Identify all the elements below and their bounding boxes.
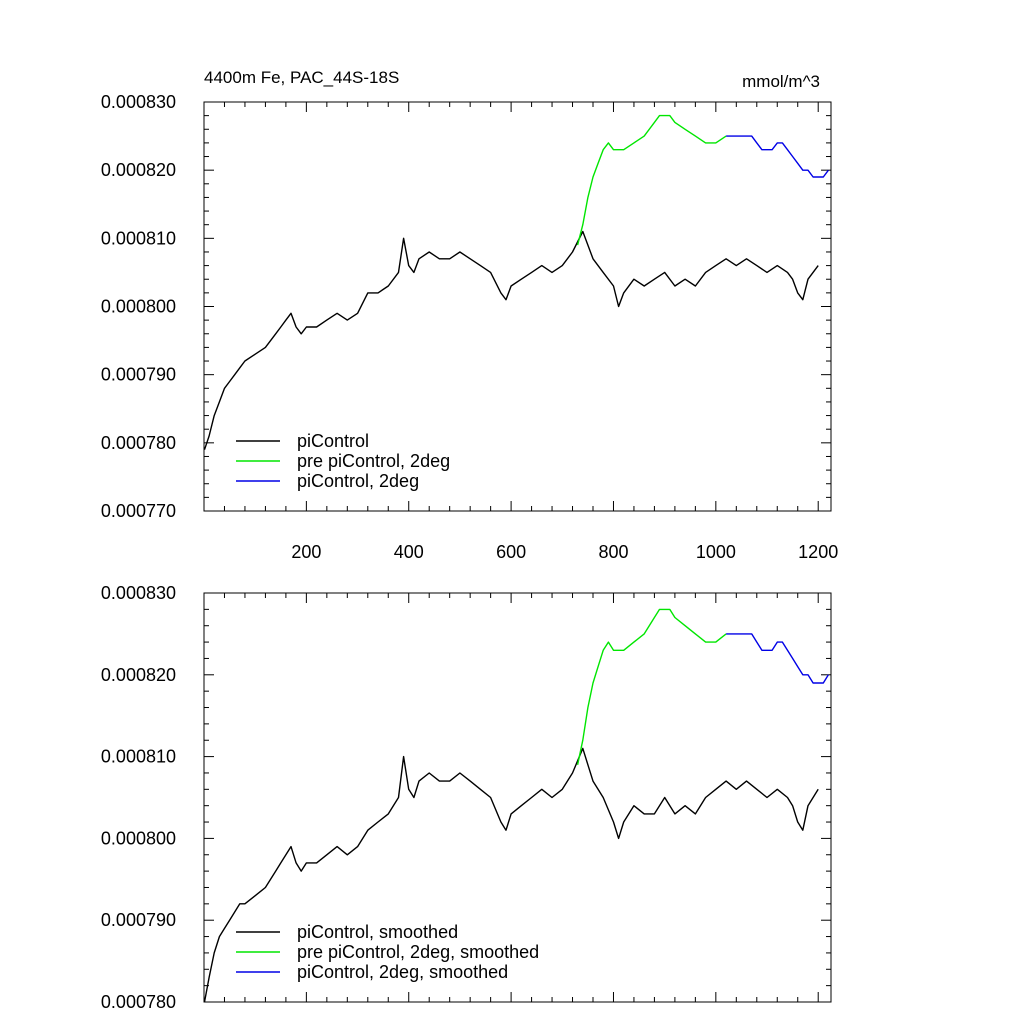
y-tick-label: 0.000800 <box>101 297 176 317</box>
top-panel-title: 4400m Fe, PAC_44S-18S <box>204 68 399 87</box>
y-tick-label: 0.000770 <box>101 501 176 521</box>
y-tick-label: 0.000830 <box>101 583 176 603</box>
x-tick-label: 400 <box>394 542 424 562</box>
bottom-panel-frame <box>203 592 832 1003</box>
series-line-2 <box>726 135 829 178</box>
legend-label: pre piControl, 2deg <box>297 451 450 471</box>
legend-label: pre piControl, 2deg, smoothed <box>297 942 539 962</box>
legend-label: piControl <box>297 431 369 451</box>
series-line-1 <box>576 114 727 246</box>
x-tick-label: 600 <box>496 542 526 562</box>
top-panel-frame <box>203 101 832 512</box>
top-panel-units: mmol/m^3 <box>742 72 820 91</box>
y-tick-label: 0.000780 <box>101 992 176 1012</box>
y-tick-label: 0.000800 <box>101 828 176 848</box>
top-panel-series <box>203 114 829 450</box>
x-tick-label: 200 <box>291 542 321 562</box>
bottom-panel: 0.000780 0.000790 0.000800 0.000810 0.000820… <box>101 583 832 1012</box>
legend-label: piControl, 2deg <box>297 471 419 491</box>
legend-label: piControl, smoothed <box>297 922 458 942</box>
series-line-0 <box>203 747 819 1003</box>
y-tick-label: 0.000780 <box>101 433 176 453</box>
top-panel-ticks: 0.000770 0.000780 0.000790 0.000800 0.000810… <box>101 92 838 562</box>
legend-label: piControl, 2deg, smoothed <box>297 962 508 982</box>
bottom-panel-series <box>203 608 829 1003</box>
x-tick-label: 1000 <box>696 542 736 562</box>
y-tick-label: 0.000830 <box>101 92 176 112</box>
x-tick-label: 800 <box>598 542 628 562</box>
y-tick-label: 0.000810 <box>101 747 176 767</box>
y-tick-label: 0.000820 <box>101 665 176 685</box>
y-tick-label: 0.000790 <box>101 910 176 930</box>
top-panel: 4400m Fe, PAC_44S-18S mmol/m^3 0.0007700… <box>101 68 838 562</box>
y-tick-label: 0.000810 <box>101 228 176 248</box>
x-tick-label: 1200 <box>798 542 838 562</box>
series-line-0 <box>203 230 819 450</box>
y-tick-label: 0.000790 <box>101 365 176 385</box>
y-tick-label: 0.000820 <box>101 160 176 180</box>
bottom-panel-ticks: 0.000780 0.000790 0.000800 0.000810 0.000820… <box>101 583 831 1012</box>
series-line-1 <box>576 608 727 765</box>
series-line-2 <box>726 633 829 684</box>
